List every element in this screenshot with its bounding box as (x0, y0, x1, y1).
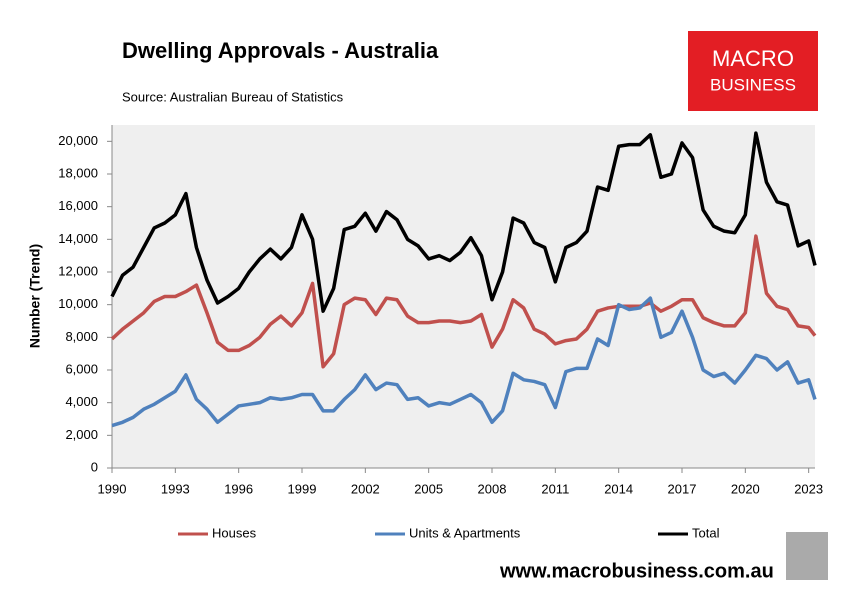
legend-label: Houses (212, 525, 257, 540)
y-tick-label: 10,000 (58, 296, 98, 311)
y-tick-label: 18,000 (58, 165, 98, 180)
x-tick-label: 2011 (541, 481, 569, 496)
chart-title: Dwelling Approvals - Australia (122, 38, 439, 63)
chart-subtitle: Source: Australian Bureau of Statistics (122, 89, 344, 104)
legend-label: Units & Apartments (409, 525, 521, 540)
legend-label: Total (692, 525, 720, 540)
y-tick-label: 12,000 (58, 263, 98, 278)
x-tick-label: 1996 (224, 481, 253, 496)
plot-area (112, 125, 815, 468)
x-tick-label: 2020 (731, 481, 760, 496)
x-tick-label: 2005 (414, 481, 443, 496)
y-tick-label: 16,000 (58, 198, 98, 213)
series-line (110, 234, 817, 369)
logo-text: BUSINESS (710, 75, 796, 94)
wolf-icon (786, 532, 828, 580)
y-tick-label: 2,000 (65, 427, 98, 442)
y-tick-label: 6,000 (65, 361, 98, 376)
x-tick-label: 2017 (668, 481, 697, 496)
series-line (111, 296, 817, 428)
y-tick-label: 4,000 (65, 394, 98, 409)
x-tick-label: 1993 (161, 481, 190, 496)
x-tick-label: 2014 (604, 481, 633, 496)
y-tick-label: 8,000 (65, 329, 98, 344)
y-tick-label: 14,000 (58, 231, 98, 246)
footer: www.macrobusiness.com.au (499, 560, 774, 582)
logo (688, 31, 818, 111)
y-tick-label: 0 (91, 459, 98, 474)
y-axis-label: Number (Trend) (27, 244, 43, 348)
x-tick-label: 1999 (288, 481, 317, 496)
series-line (110, 131, 817, 313)
x-tick-label: 2023 (794, 481, 823, 496)
x-tick-label: 2008 (478, 481, 507, 496)
y-tick-label: 20,000 (58, 133, 98, 148)
x-tick-label: 2002 (351, 481, 380, 496)
x-tick-label: 1990 (98, 481, 127, 496)
logo-text: MACRO (712, 46, 794, 71)
